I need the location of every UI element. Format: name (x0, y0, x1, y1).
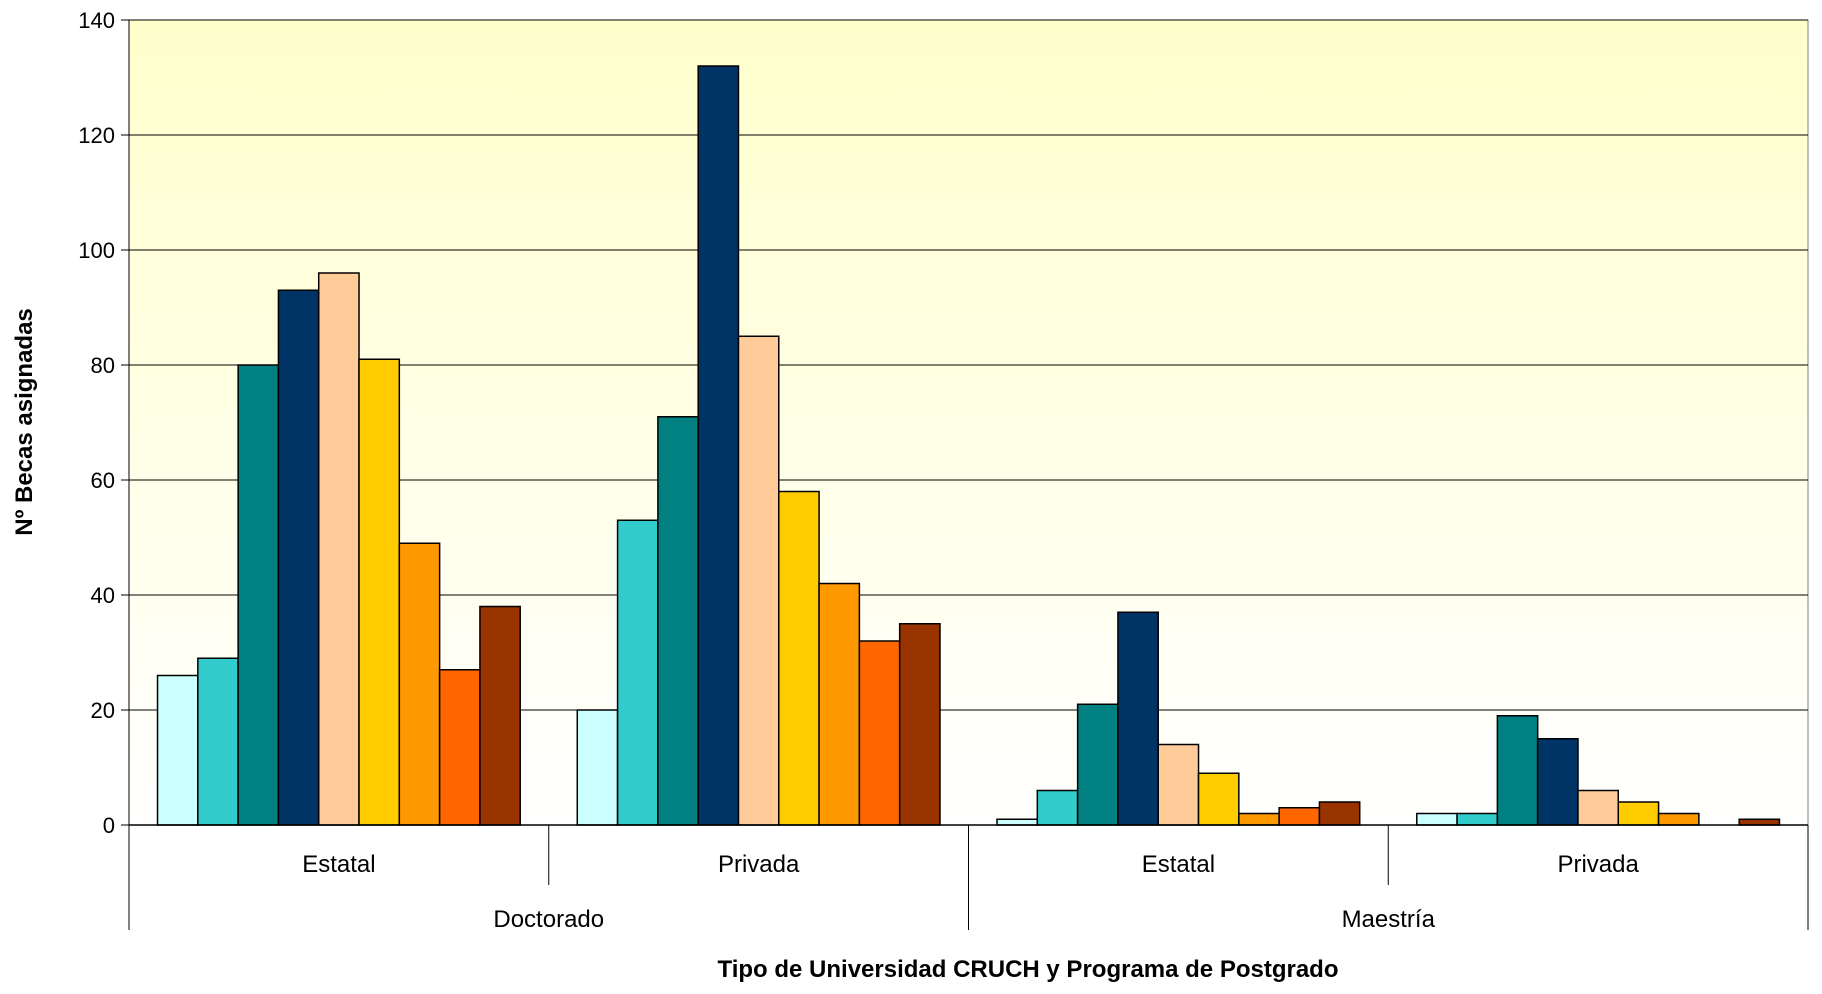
bar (1076, 703, 1119, 826)
bar (1278, 807, 1321, 826)
group-label: Doctorado (493, 906, 604, 933)
bar (858, 640, 901, 826)
category-labels: Estatal Privada Estatal Privada Doctorado Mae… (302, 851, 1639, 933)
bar (237, 364, 280, 826)
bar (1536, 738, 1579, 826)
bar (818, 582, 861, 826)
bars (156, 65, 1781, 826)
bar (438, 669, 481, 826)
y-axis-title: Nº Becas asignadas (11, 308, 38, 536)
bar (697, 65, 740, 826)
bar (1238, 812, 1280, 826)
category-label: Privada (718, 851, 800, 878)
y-tick-label: 40 (91, 583, 115, 608)
y-tick-label: 20 (91, 698, 115, 723)
bar (1157, 743, 1200, 826)
bar (657, 416, 699, 826)
bar (1117, 611, 1159, 826)
bar (1036, 789, 1079, 826)
category-label: Estatal (1142, 851, 1215, 878)
y-tick-label: 80 (91, 353, 115, 378)
bar (1738, 818, 1781, 826)
bar (898, 623, 941, 826)
bar (1318, 801, 1361, 826)
bar (778, 490, 820, 826)
y-tick-label: 120 (78, 123, 115, 148)
y-tick-label: 100 (78, 238, 115, 263)
bar (197, 657, 239, 826)
bar (317, 272, 360, 826)
bar (398, 542, 441, 826)
bar (277, 289, 320, 826)
bar (1456, 812, 1499, 826)
bar (576, 709, 619, 826)
bar (1416, 812, 1458, 826)
y-tick-labels: 0 20 40 60 80 100 120 140 (78, 8, 129, 838)
bar (358, 358, 401, 826)
group-label: Maestría (1342, 906, 1436, 933)
bar (1577, 789, 1620, 826)
axes (128, 20, 1809, 930)
bar (996, 818, 1039, 826)
bar (1617, 801, 1660, 826)
category-label: Privada (1557, 851, 1639, 878)
bar (1657, 812, 1700, 826)
bar (1496, 715, 1539, 826)
bar (479, 605, 521, 826)
bar (156, 674, 199, 826)
bar (1197, 772, 1240, 826)
y-tick-label: 60 (91, 468, 115, 493)
bar (616, 519, 659, 826)
y-tick-label: 140 (78, 8, 115, 33)
x-axis-title: Tipo de Universidad CRUCH y Programa de … (717, 956, 1338, 983)
y-tick-label: 0 (103, 813, 115, 838)
bar (737, 335, 780, 826)
category-label: Estatal (302, 851, 375, 878)
